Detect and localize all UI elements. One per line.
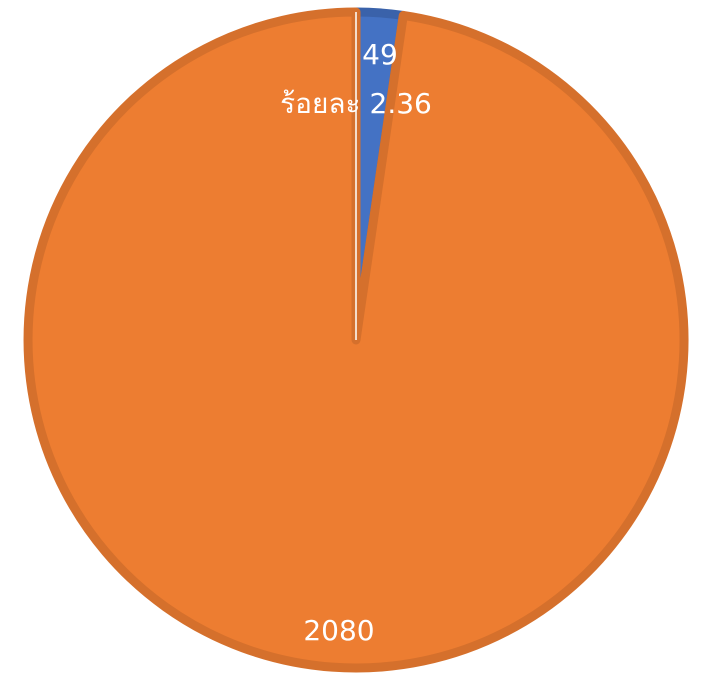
data-label-slice-2-value: 2080 xyxy=(303,614,374,647)
data-label-slice-1-percent: ร้อยละ 2.36 xyxy=(280,87,432,120)
data-label-slice-1-value: 49 xyxy=(362,38,398,71)
pie-slices xyxy=(23,7,689,673)
pie-data-labels: 49 ร้อยละ 2.36 2080 xyxy=(280,38,432,647)
